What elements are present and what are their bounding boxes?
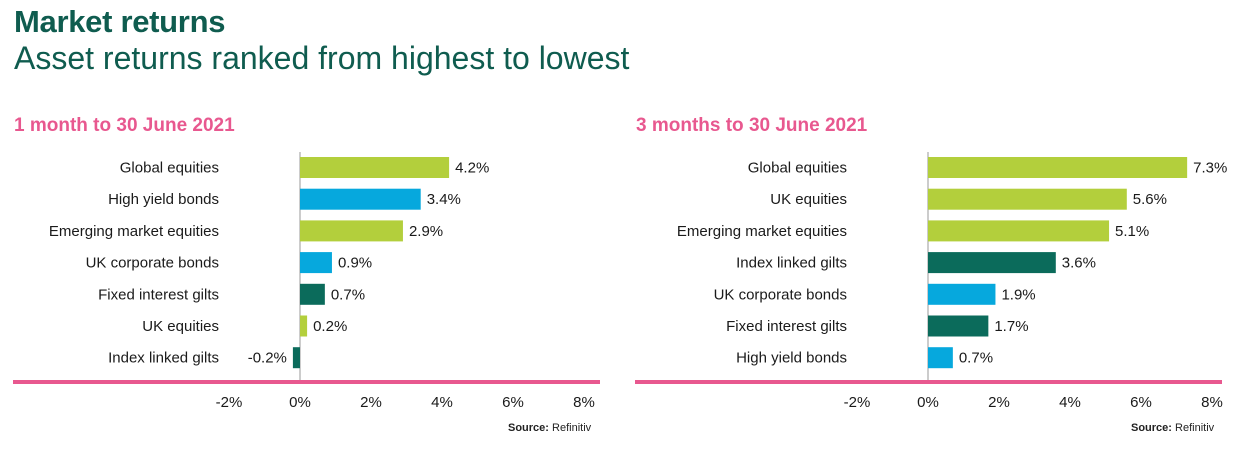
bar <box>928 188 1127 210</box>
bar <box>300 283 325 305</box>
category-label: UK corporate bonds <box>714 286 847 303</box>
chart-1-title: 1 month to 30 June 2021 <box>14 115 235 136</box>
bar <box>928 157 1188 178</box>
x-tick-label: 8% <box>1201 394 1223 411</box>
category-label: Fixed interest gilts <box>726 318 847 335</box>
category-label: Emerging market equities <box>49 223 219 240</box>
x-tick-label: 4% <box>1059 394 1081 411</box>
data-label: 3.6% <box>1062 255 1096 272</box>
bar <box>928 283 996 305</box>
data-label: 5.1% <box>1115 223 1149 240</box>
chart-2-source: Source: Refinitiv <box>1131 422 1214 434</box>
data-label: 0.7% <box>331 286 365 303</box>
bar <box>928 315 989 337</box>
chart-2-three-months: Global equities 7.3% UK equities 5.6% Emergi… <box>635 152 1227 411</box>
x-tick-label: 2% <box>360 394 382 411</box>
x-tick-label: 6% <box>502 394 524 411</box>
x-tick-label: 6% <box>1130 394 1152 411</box>
source-label: Source: <box>1131 422 1172 434</box>
bar <box>928 252 1056 274</box>
chart-2-title: 3 months to 30 June 2021 <box>636 115 868 136</box>
bar <box>300 315 308 337</box>
category-label: Global equities <box>120 160 219 177</box>
bar <box>300 220 403 242</box>
category-label: High yield bonds <box>108 191 219 208</box>
bar <box>292 347 300 369</box>
category-label: Index linked gilts <box>736 255 847 272</box>
category-label: Index linked gilts <box>108 350 219 367</box>
data-label: 1.9% <box>1001 286 1035 303</box>
category-label: UK equities <box>142 318 219 335</box>
x-tick-label: 4% <box>431 394 453 411</box>
data-label: 5.6% <box>1133 191 1167 208</box>
data-label: 0.2% <box>313 318 347 335</box>
page-subtitle: Asset returns ranked from highest to low… <box>14 40 630 76</box>
category-label: UK equities <box>770 191 847 208</box>
x-tick-label: 8% <box>573 394 595 411</box>
chart-1-one-month: Global equities 4.2% High yield bonds 3.4% E… <box>13 152 600 411</box>
source-value: Refinitiv <box>1175 422 1215 434</box>
data-label: 0.7% <box>959 350 993 367</box>
bar <box>928 347 953 369</box>
category-label: Emerging market equities <box>677 223 847 240</box>
x-tick-label: 0% <box>917 394 939 411</box>
data-label: 7.3% <box>1193 160 1227 177</box>
chart-1-source: Source: Refinitiv <box>508 422 591 434</box>
data-label: 0.9% <box>338 255 372 272</box>
source-value: Refinitiv <box>552 422 592 434</box>
bar <box>300 157 450 178</box>
x-tick-label: -2% <box>216 394 243 411</box>
x-axis-line <box>635 380 1222 384</box>
data-label: 2.9% <box>409 223 443 240</box>
x-axis-line <box>13 380 600 384</box>
bar <box>300 252 332 274</box>
data-label: 1.7% <box>994 318 1028 335</box>
data-label: -0.2% <box>248 350 287 367</box>
x-tick-label: 0% <box>289 394 311 411</box>
bar <box>928 220 1110 242</box>
source-label: Source: <box>508 422 549 434</box>
bar <box>300 188 421 210</box>
category-label: Fixed interest gilts <box>98 286 219 303</box>
category-label: High yield bonds <box>736 350 847 367</box>
x-tick-label: 2% <box>988 394 1010 411</box>
data-label: 4.2% <box>455 160 489 177</box>
x-tick-label: -2% <box>844 394 871 411</box>
category-label: Global equities <box>748 160 847 177</box>
page-title: Market returns <box>14 4 226 39</box>
category-label: UK corporate bonds <box>86 255 219 272</box>
data-label: 3.4% <box>427 191 461 208</box>
